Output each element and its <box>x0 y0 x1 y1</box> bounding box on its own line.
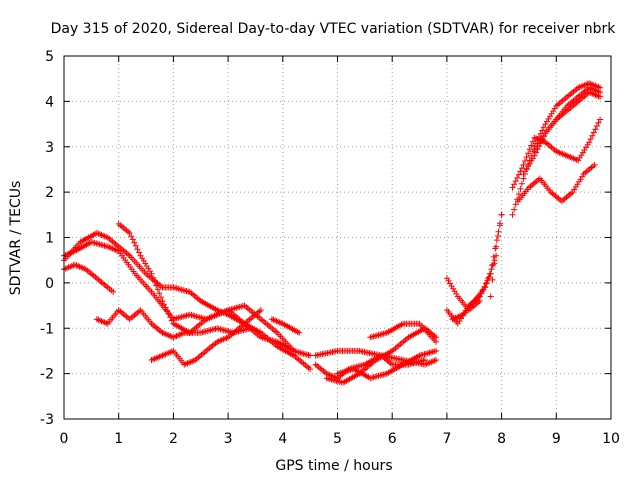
data-points <box>61 230 314 359</box>
ticks-layer <box>63 55 612 420</box>
y-axis-label: SDTVAR / TECUs <box>8 181 24 296</box>
x-tick-label: 5 <box>333 431 342 447</box>
chart-title: Day 315 of 2020, Sidereal Day-to-day VTE… <box>51 21 617 37</box>
series-track-4 <box>61 261 117 295</box>
y-tick-label: 3 <box>45 140 54 156</box>
y-tick-label: -3 <box>40 412 54 428</box>
x-axis-label: GPS time / hours <box>275 458 392 474</box>
data-points <box>443 275 483 314</box>
x-tick-label: 6 <box>388 431 397 447</box>
x-tick-label: 9 <box>552 431 561 447</box>
series-track-13 <box>443 211 505 327</box>
series-track-6 <box>148 307 264 368</box>
x-tick-label: 8 <box>497 431 506 447</box>
y-tick-label: -1 <box>40 321 54 337</box>
x-tick-label: 10 <box>602 431 620 447</box>
series-track-16 <box>487 211 505 300</box>
data-points <box>443 211 505 327</box>
data-points <box>268 316 303 336</box>
series-track-21 <box>531 84 604 155</box>
x-tick-label: 0 <box>60 431 69 447</box>
data-points <box>531 84 604 155</box>
x-tick-label: 1 <box>114 431 123 447</box>
y-tick-label: 2 <box>45 185 54 201</box>
data-points <box>367 320 439 345</box>
series-track-12 <box>367 320 439 345</box>
series-track-17 <box>509 80 604 218</box>
y-tick-label: 1 <box>45 231 54 247</box>
series-track-19 <box>515 161 598 205</box>
points-layer <box>61 80 604 386</box>
series-track-3 <box>115 220 297 354</box>
data-points <box>509 80 604 218</box>
series-track-1 <box>61 230 314 359</box>
y-tick-label: 0 <box>45 276 54 292</box>
x-tick-label: 2 <box>169 431 178 447</box>
data-points <box>487 211 505 300</box>
x-tick-label: 7 <box>442 431 451 447</box>
grid-layer <box>64 56 611 419</box>
data-points <box>148 307 264 368</box>
series-track-7 <box>268 316 303 336</box>
y-tick-label: 5 <box>45 49 54 65</box>
tick-labels-layer: 0 1 2 3 4 5 6 7 8 9 10 -3 -2 -1 0 1 2 3 4 5 <box>40 49 620 447</box>
data-points <box>449 252 500 323</box>
x-tick-label: 3 <box>224 431 233 447</box>
data-points <box>115 220 297 354</box>
series-track-2 <box>61 239 314 373</box>
data-points <box>334 347 439 382</box>
y-tick-label: 4 <box>45 94 54 110</box>
series-track-15 <box>449 252 500 323</box>
data-points <box>61 261 117 295</box>
series-track-14 <box>443 275 483 314</box>
data-points <box>61 239 314 373</box>
series-track-11 <box>334 347 439 382</box>
data-points <box>515 161 598 205</box>
y-tick-label: -2 <box>40 367 54 383</box>
x-tick-label: 4 <box>278 431 287 447</box>
